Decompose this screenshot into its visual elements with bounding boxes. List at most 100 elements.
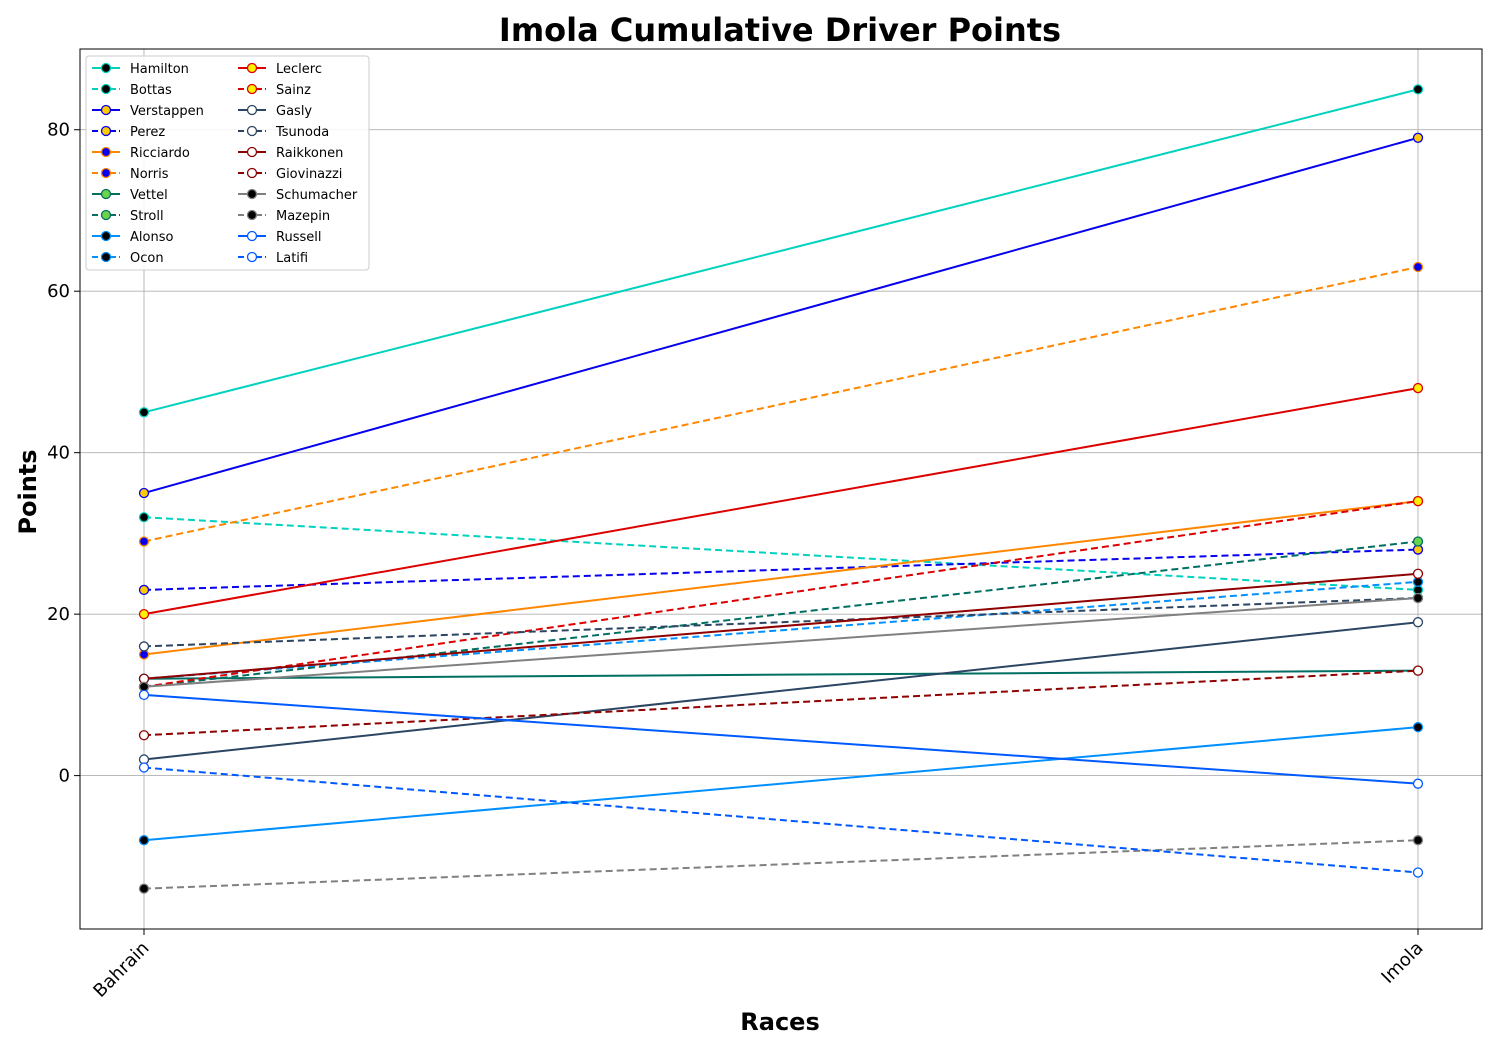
legend-box (85, 55, 370, 271)
series-gasly (138, 617, 1424, 765)
legend-marker (246, 104, 258, 116)
legend-marker (100, 146, 112, 158)
series-line-alonso (143, 726, 1419, 842)
series-line-mazepin (143, 839, 1419, 890)
y-tick-label: 20 (47, 604, 70, 625)
legend-label: Ricciardo (130, 146, 190, 161)
data-point-leclerc-imola (1412, 382, 1424, 394)
data-point-mazepin-imola (1412, 835, 1424, 846)
y-tick-label: 0 (59, 766, 70, 787)
data-point-perez-bahrain (138, 584, 150, 596)
series-hamilton (138, 84, 1424, 418)
series-line-vettel (143, 669, 1419, 680)
data-point-hamilton-bahrain (138, 407, 150, 418)
legend-marker (100, 125, 112, 137)
series-raikkonen (138, 568, 1424, 684)
legend-marker (100, 188, 112, 200)
legend-entry-hamilton: Hamilton (92, 62, 189, 77)
data-point-hamilton-imola (1412, 84, 1424, 95)
series-russell (138, 689, 1424, 789)
data-point-alonso-bahrain (138, 835, 150, 846)
data-point-giovinazzi-bahrain (138, 730, 150, 741)
series-line-perez (143, 548, 1419, 591)
data-point-russell-imola (1412, 778, 1424, 789)
legend-marker (100, 251, 112, 263)
legend-entry-norris: Norris (92, 167, 169, 182)
x-axis-label: Races (740, 1008, 819, 1036)
series-line-ricciardo (143, 500, 1419, 656)
data-point-sainz-imola (1412, 495, 1424, 507)
legend-label: Norris (130, 167, 169, 182)
legend-entry-giovinazzi: Giovinazzi (238, 167, 342, 182)
data-point-leclerc-bahrain (138, 608, 150, 620)
legend-marker (246, 209, 258, 221)
series-line-giovinazzi (143, 669, 1419, 737)
legend-marker (246, 188, 258, 200)
series-line-latifi (143, 766, 1419, 874)
series-norris (138, 261, 1424, 547)
data-point-raikkonen-imola (1412, 568, 1424, 579)
data-point-bottas-bahrain (138, 512, 150, 523)
legend-label: Stroll (130, 209, 164, 224)
y-tick-label: 40 (47, 443, 70, 464)
legend-label: Raikkonen (276, 146, 343, 161)
legend-entry-leclerc: Leclerc (238, 62, 322, 77)
data-point-mazepin-bahrain (138, 883, 150, 894)
legend-marker (100, 62, 112, 74)
legend-marker (100, 104, 112, 116)
data-point-gasly-imola (1412, 617, 1424, 628)
data-point-verstappen-bahrain (138, 487, 150, 499)
data-point-norris-bahrain (138, 536, 150, 547)
legend-marker (100, 209, 112, 221)
legend-marker (246, 251, 258, 263)
chart-title: Imola Cumulative Driver Points (499, 11, 1061, 49)
legend-label: Tsunoda (275, 125, 329, 140)
plot-frame (79, 48, 1483, 930)
legend-entry-tsunoda: Tsunoda (238, 125, 329, 140)
legend-label: Russell (276, 230, 321, 245)
legend-label: Vettel (130, 188, 168, 203)
series-line-hamilton (143, 88, 1419, 414)
legend-label: Latifi (276, 251, 308, 266)
series-verstappen (138, 132, 1424, 499)
data-point-schumacher-imola (1412, 592, 1424, 604)
legend-label: Alonso (130, 230, 173, 245)
series-latifi (138, 762, 1424, 878)
data-point-alonso-imola (1412, 722, 1424, 733)
legend-entry-latifi: Latifi (238, 251, 308, 266)
legend-marker (100, 83, 112, 95)
legend-entry-alonso: Alonso (92, 230, 173, 245)
data-point-tsunoda-bahrain (138, 641, 150, 652)
series-leclerc (138, 382, 1424, 620)
legend-marker (246, 83, 258, 95)
legend-entry-mazepin: Mazepin (238, 209, 330, 224)
legend-marker (246, 230, 258, 242)
series-line-russell (143, 693, 1419, 785)
legend-entry-perez: Perez (92, 125, 165, 140)
legend-entry-bottas: Bottas (92, 83, 172, 98)
legend-entry-raikkonen: Raikkonen (238, 146, 343, 161)
series-giovinazzi (138, 665, 1424, 741)
legend-entry-vettel: Vettel (92, 188, 168, 203)
series-line-tsunoda (143, 596, 1419, 648)
legend-marker (100, 167, 112, 179)
series-line-bottas (143, 516, 1419, 591)
legend-entry-ocon: Ocon (92, 251, 164, 266)
legend-label: Verstappen (130, 104, 204, 119)
series-perez (138, 544, 1424, 596)
legend-label: Perez (130, 125, 165, 140)
data-point-russell-bahrain (138, 689, 150, 701)
legend-marker (246, 146, 258, 158)
legend-entry-sainz: Sainz (238, 83, 311, 98)
legend-marker (246, 125, 258, 137)
series-line-ocon (143, 580, 1419, 680)
data-point-verstappen-imola (1412, 132, 1424, 143)
legend: Hamilton Bottas Verstappen Perez Ricciardo No… (85, 55, 370, 271)
series-mazepin (138, 835, 1424, 894)
series-line-norris (143, 266, 1419, 543)
series-alonso (138, 722, 1424, 846)
legend-marker (246, 62, 258, 74)
series-line-verstappen (143, 136, 1419, 494)
y-tick-label: 60 (47, 281, 70, 302)
